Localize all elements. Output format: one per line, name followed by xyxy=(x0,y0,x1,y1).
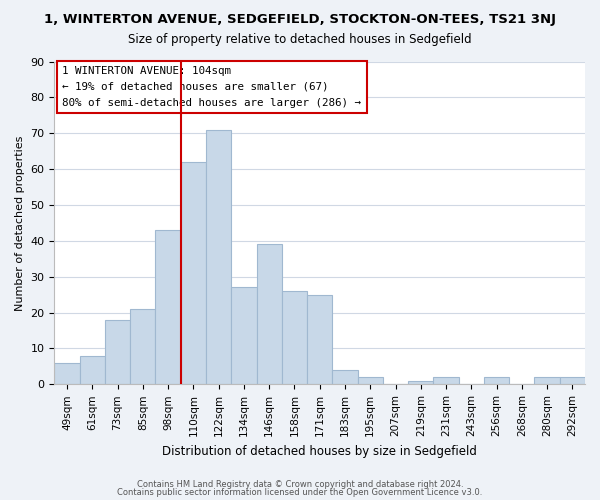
Bar xyxy=(560,377,585,384)
Text: 1, WINTERTON AVENUE, SEDGEFIELD, STOCKTON-ON-TEES, TS21 3NJ: 1, WINTERTON AVENUE, SEDGEFIELD, STOCKTO… xyxy=(44,12,556,26)
Bar xyxy=(206,130,231,384)
Bar xyxy=(332,370,358,384)
Text: Contains HM Land Registry data © Crown copyright and database right 2024.: Contains HM Land Registry data © Crown c… xyxy=(137,480,463,489)
Bar xyxy=(55,363,80,384)
Bar xyxy=(80,356,105,384)
Text: Size of property relative to detached houses in Sedgefield: Size of property relative to detached ho… xyxy=(128,32,472,46)
Bar xyxy=(130,309,155,384)
Bar xyxy=(155,230,181,384)
Bar xyxy=(484,377,509,384)
X-axis label: Distribution of detached houses by size in Sedgefield: Distribution of detached houses by size … xyxy=(162,444,477,458)
Bar xyxy=(231,288,257,384)
Bar xyxy=(358,377,383,384)
Bar xyxy=(408,380,433,384)
Bar xyxy=(105,320,130,384)
Y-axis label: Number of detached properties: Number of detached properties xyxy=(15,135,25,310)
Bar xyxy=(282,291,307,384)
Bar xyxy=(433,377,458,384)
Bar xyxy=(181,162,206,384)
Bar xyxy=(257,244,282,384)
Text: Contains public sector information licensed under the Open Government Licence v3: Contains public sector information licen… xyxy=(118,488,482,497)
Bar xyxy=(307,294,332,384)
Text: 1 WINTERTON AVENUE: 104sqm
← 19% of detached houses are smaller (67)
80% of semi: 1 WINTERTON AVENUE: 104sqm ← 19% of deta… xyxy=(62,66,361,108)
Bar xyxy=(535,377,560,384)
